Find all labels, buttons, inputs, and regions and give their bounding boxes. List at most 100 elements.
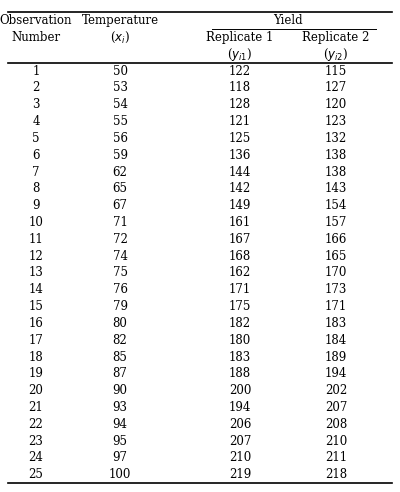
Text: 144: 144	[229, 165, 251, 179]
Text: 127: 127	[325, 82, 347, 94]
Text: 19: 19	[28, 368, 44, 380]
Text: 62: 62	[112, 165, 128, 179]
Text: 211: 211	[325, 452, 347, 464]
Text: 10: 10	[28, 216, 44, 229]
Text: 210: 210	[229, 452, 251, 464]
Text: 202: 202	[325, 384, 347, 397]
Text: 67: 67	[112, 199, 128, 212]
Text: 5: 5	[32, 132, 40, 145]
Text: 123: 123	[325, 115, 347, 128]
Text: 194: 194	[325, 368, 347, 380]
Text: 168: 168	[229, 249, 251, 263]
Text: 2: 2	[32, 82, 40, 94]
Text: 206: 206	[229, 418, 251, 431]
Text: 15: 15	[28, 300, 44, 313]
Text: 1: 1	[32, 64, 40, 78]
Text: 14: 14	[28, 283, 44, 296]
Text: 74: 74	[112, 249, 128, 263]
Text: 210: 210	[325, 434, 347, 448]
Text: 79: 79	[112, 300, 128, 313]
Text: 93: 93	[112, 401, 128, 414]
Text: 188: 188	[229, 368, 251, 380]
Text: 118: 118	[229, 82, 251, 94]
Text: 11: 11	[29, 233, 43, 246]
Text: 8: 8	[32, 183, 40, 195]
Text: 120: 120	[325, 98, 347, 111]
Text: 65: 65	[112, 183, 128, 195]
Text: 80: 80	[112, 317, 128, 330]
Text: 162: 162	[229, 267, 251, 279]
Text: 132: 132	[325, 132, 347, 145]
Text: 25: 25	[28, 468, 44, 481]
Text: 59: 59	[112, 149, 128, 162]
Text: 20: 20	[28, 384, 44, 397]
Text: 82: 82	[113, 334, 127, 347]
Text: 180: 180	[229, 334, 251, 347]
Text: Replicate 1: Replicate 1	[206, 31, 274, 44]
Text: Temperature: Temperature	[82, 14, 158, 27]
Text: ($\it{x}$$_{\it{i}}$): ($\it{x}$$_{\it{i}}$)	[110, 30, 130, 45]
Text: 100: 100	[109, 468, 131, 481]
Text: 219: 219	[229, 468, 251, 481]
Text: 154: 154	[325, 199, 347, 212]
Text: 143: 143	[325, 183, 347, 195]
Text: Observation: Observation	[0, 14, 72, 27]
Text: 183: 183	[229, 350, 251, 364]
Text: 207: 207	[325, 401, 347, 414]
Text: 138: 138	[325, 149, 347, 162]
Text: 23: 23	[28, 434, 44, 448]
Text: 161: 161	[229, 216, 251, 229]
Text: 95: 95	[112, 434, 128, 448]
Text: 115: 115	[325, 64, 347, 78]
Text: 85: 85	[112, 350, 128, 364]
Text: 56: 56	[112, 132, 128, 145]
Text: 167: 167	[229, 233, 251, 246]
Text: 22: 22	[29, 418, 43, 431]
Text: 189: 189	[325, 350, 347, 364]
Text: 166: 166	[325, 233, 347, 246]
Text: 170: 170	[325, 267, 347, 279]
Text: 183: 183	[325, 317, 347, 330]
Text: 121: 121	[229, 115, 251, 128]
Text: 17: 17	[28, 334, 44, 347]
Text: 136: 136	[229, 149, 251, 162]
Text: 54: 54	[112, 98, 128, 111]
Text: 125: 125	[229, 132, 251, 145]
Text: Number: Number	[12, 31, 60, 44]
Text: 6: 6	[32, 149, 40, 162]
Text: 173: 173	[325, 283, 347, 296]
Text: ($\it{y}$$_{\it{i}2}$): ($\it{y}$$_{\it{i}2}$)	[323, 46, 349, 63]
Text: 175: 175	[229, 300, 251, 313]
Text: 138: 138	[325, 165, 347, 179]
Text: 171: 171	[229, 283, 251, 296]
Text: 9: 9	[32, 199, 40, 212]
Text: 184: 184	[325, 334, 347, 347]
Text: 128: 128	[229, 98, 251, 111]
Text: 149: 149	[229, 199, 251, 212]
Text: 16: 16	[28, 317, 44, 330]
Text: 165: 165	[325, 249, 347, 263]
Text: 4: 4	[32, 115, 40, 128]
Text: 7: 7	[32, 165, 40, 179]
Text: 53: 53	[112, 82, 128, 94]
Text: 171: 171	[325, 300, 347, 313]
Text: 87: 87	[112, 368, 128, 380]
Text: 55: 55	[112, 115, 128, 128]
Text: 90: 90	[112, 384, 128, 397]
Text: 72: 72	[112, 233, 128, 246]
Text: 94: 94	[112, 418, 128, 431]
Text: 12: 12	[29, 249, 43, 263]
Text: Replicate 2: Replicate 2	[302, 31, 370, 44]
Text: 13: 13	[28, 267, 44, 279]
Text: 97: 97	[112, 452, 128, 464]
Text: ($\it{y}$$_{\it{i}1}$): ($\it{y}$$_{\it{i}1}$)	[227, 46, 253, 63]
Text: 3: 3	[32, 98, 40, 111]
Text: 18: 18	[29, 350, 43, 364]
Text: Yield: Yield	[273, 14, 303, 27]
Text: 75: 75	[112, 267, 128, 279]
Text: 194: 194	[229, 401, 251, 414]
Text: 71: 71	[112, 216, 128, 229]
Text: 142: 142	[229, 183, 251, 195]
Text: 200: 200	[229, 384, 251, 397]
Text: 207: 207	[229, 434, 251, 448]
